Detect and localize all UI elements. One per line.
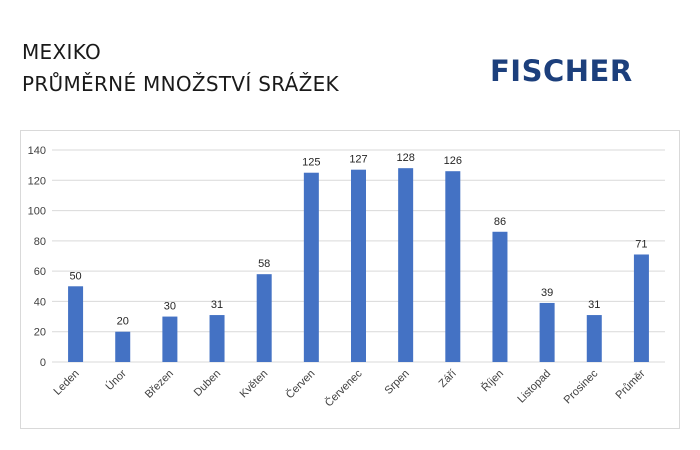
bar	[633, 254, 649, 362]
bar	[115, 331, 131, 362]
bar	[209, 315, 225, 362]
data-label: 127	[349, 154, 367, 166]
data-label: 39	[541, 287, 553, 299]
x-tick-label: Průměr	[614, 367, 648, 401]
x-tick-label: Listopad	[515, 368, 553, 406]
bar	[351, 169, 366, 362]
x-tick-label: Leden	[52, 368, 82, 398]
bar	[492, 231, 508, 362]
y-tick-label: 100	[28, 206, 46, 218]
bar	[162, 316, 178, 362]
chart-title: MEXIKO PRŮMĚRNÉ MNOŽSTVÍ SRÁŽEK	[22, 36, 339, 100]
data-label: 31	[211, 299, 223, 311]
y-tick-label: 140	[28, 145, 46, 157]
y-tick-label: 0	[40, 357, 46, 369]
data-label: 125	[302, 157, 320, 169]
data-label: 20	[117, 316, 129, 328]
data-label: 71	[635, 238, 647, 250]
x-tick-label: Říjen	[479, 367, 506, 394]
data-label: 30	[164, 301, 176, 313]
x-tick-label: Červen	[283, 367, 317, 401]
bar	[256, 274, 272, 362]
y-tick-label: 120	[28, 175, 46, 187]
x-tick-label: Září	[437, 368, 459, 390]
bar	[445, 171, 461, 362]
title-line-subtitle: PRŮMĚRNÉ MNOŽSTVÍ SRÁŽEK	[22, 72, 339, 96]
x-tick-label: Prosinec	[562, 367, 601, 406]
x-tick-label: Duben	[192, 368, 223, 399]
y-tick-label: 60	[34, 266, 46, 278]
bar	[586, 315, 602, 362]
x-tick-label: Srpen	[383, 368, 412, 397]
data-label: 58	[258, 258, 270, 270]
bar	[68, 286, 84, 362]
data-label: 50	[69, 270, 81, 282]
y-tick-label: 80	[34, 236, 46, 248]
bar	[539, 302, 555, 362]
brand-logo: FISCHER	[490, 54, 633, 88]
title-line-country: MEXIKO	[22, 40, 102, 64]
data-label: 126	[444, 155, 462, 167]
bar	[303, 172, 319, 362]
x-tick-label: Červenec	[322, 367, 365, 410]
x-tick-label: Březen	[143, 368, 176, 401]
data-label: 31	[588, 299, 600, 311]
y-tick-label: 20	[34, 327, 46, 339]
chart-area	[20, 130, 680, 429]
data-label: 128	[396, 152, 414, 164]
data-label: 86	[494, 216, 506, 228]
y-tick-label: 40	[34, 296, 46, 308]
bar	[398, 168, 414, 362]
x-tick-label: Únor	[103, 367, 129, 393]
x-tick-label: Květen	[238, 368, 271, 401]
